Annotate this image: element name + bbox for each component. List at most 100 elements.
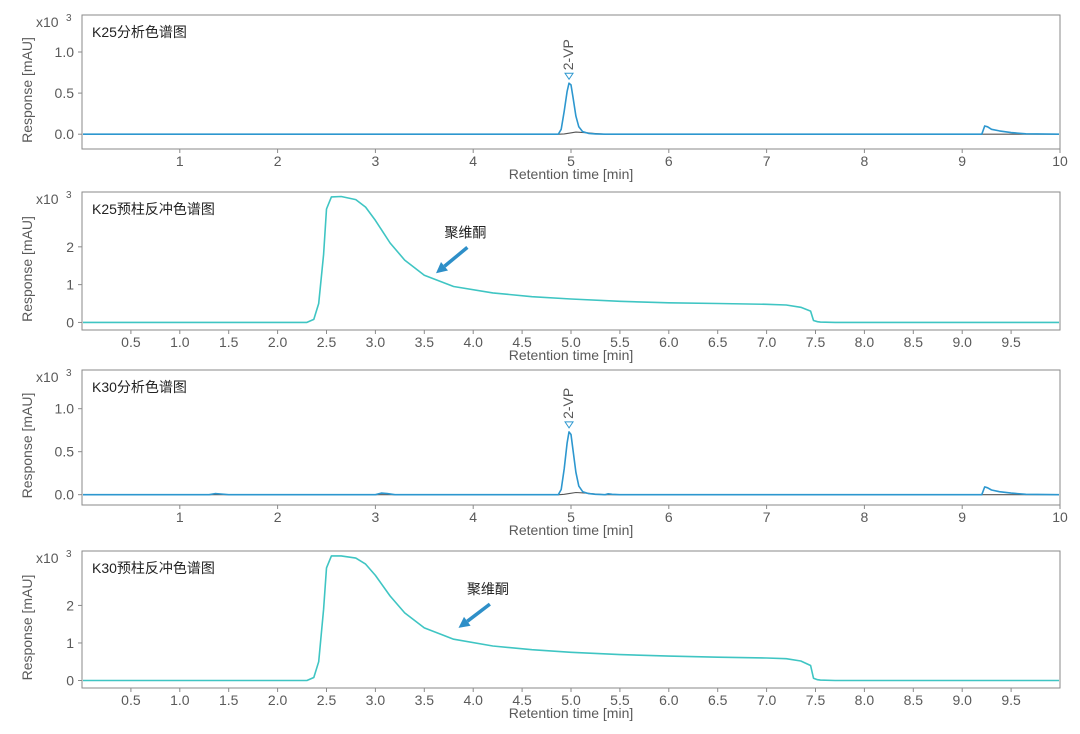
panel-label: K30预柱反冲色谱图	[92, 560, 215, 576]
x-tick-label: 7.5	[806, 692, 826, 708]
x-tick-label: 7.0	[757, 692, 777, 708]
y-axis-label: Response [mAU]	[19, 216, 35, 322]
x-tick-label: 5	[567, 509, 575, 525]
arrow-shaft	[466, 602, 491, 623]
x-tick-label: 5.5	[610, 692, 630, 708]
y-tick-label: 1.0	[55, 401, 75, 417]
y-axis-label: Response [mAU]	[19, 37, 35, 143]
scale-multiplier: x10	[36, 14, 59, 30]
x-tick-label: 7.5	[806, 334, 826, 350]
scale-exponent: 3	[66, 13, 72, 24]
x-tick-label: 1.0	[170, 692, 190, 708]
x-tick-label: 7.0	[757, 334, 777, 350]
peak-annotation: 聚维酮	[467, 581, 509, 597]
x-tick-label: 6.0	[659, 334, 679, 350]
y-tick-label: 2	[66, 597, 74, 613]
y-tick-label: 2	[66, 239, 74, 255]
x-tick-label: 8.0	[855, 334, 875, 350]
peak-marker-icon	[564, 421, 574, 429]
scale-exponent: 3	[66, 549, 72, 560]
y-tick-label: 0	[66, 314, 74, 330]
x-tick-label: 4.5	[512, 692, 532, 708]
x-tick-label: 3	[372, 509, 380, 525]
x-axis-label: Retention time [min]	[509, 166, 634, 182]
series-line-2	[83, 431, 1059, 496]
scale-multiplier: x10	[36, 369, 59, 385]
scale-exponent: 3	[66, 368, 72, 379]
y-axis-label: Response [mAU]	[19, 393, 35, 499]
x-tick-label: 4	[469, 153, 477, 169]
y-tick-label: 0.0	[55, 126, 75, 142]
y-tick-label: 0.5	[55, 85, 75, 101]
x-tick-label: 5.5	[610, 334, 630, 350]
x-tick-label: 8.5	[904, 334, 924, 350]
x-axis-label: Retention time [min]	[509, 705, 634, 721]
x-tick-label: 8.0	[855, 692, 875, 708]
y-tick-label: 1	[66, 635, 74, 651]
x-tick-label: 9.0	[952, 334, 972, 350]
plot-frame	[81, 191, 1061, 331]
plot-frame	[81, 14, 1061, 150]
x-tick-label: 3.5	[415, 334, 435, 350]
scale-multiplier: x10	[36, 550, 59, 566]
x-tick-label: 6	[665, 509, 673, 525]
x-axis-label: Retention time [min]	[509, 522, 634, 538]
x-tick-label: 9.0	[952, 692, 972, 708]
x-tick-label: 8.5	[904, 692, 924, 708]
y-tick-label: 0.5	[55, 444, 75, 460]
x-tick-label: 1.5	[219, 692, 239, 708]
chart-panel-2: 0 1 2 0.5 1.0 1.5 2.0 2.5 3.0 3.5 4.0 4.5 5.0 5.5 6.0 6…	[19, 190, 1061, 363]
x-tick-label: 4.0	[463, 692, 483, 708]
x-tick-label: 4.0	[463, 334, 483, 350]
peak-annotation: 2-VP	[560, 388, 576, 419]
x-tick-label: 2.0	[268, 692, 288, 708]
chart-panel-3: 0.0 0.5 1.0 1 2 3 4 5 6 7 8 9 10 Retention time [min]…	[19, 368, 1068, 538]
y-tick-label: 1	[66, 277, 74, 293]
x-tick-label: 1	[176, 153, 184, 169]
chart-panel-4: 0 1 2 0.5 1.0 1.5 2.0 2.5 3.0 3.5 4.0 4.5 5.0 5.5 6.0 6…	[19, 549, 1061, 721]
x-tick-label: 8	[861, 509, 869, 525]
y-tick-label: 0.0	[55, 487, 75, 503]
x-tick-label: 4	[469, 509, 477, 525]
y-tick-label: 0	[66, 672, 74, 688]
arrow-head-icon	[436, 262, 448, 274]
panel-label: K25分析色谱图	[92, 24, 187, 40]
arrow-head-icon	[458, 616, 471, 628]
x-tick-label: 3.5	[415, 692, 435, 708]
peak-marker-icon	[564, 72, 574, 81]
series-line-2	[83, 82, 1059, 135]
x-tick-label: 2.5	[317, 692, 337, 708]
scale-multiplier: x10	[36, 191, 59, 207]
x-tick-label: 3	[372, 153, 380, 169]
x-tick-label: 7	[763, 153, 771, 169]
peak-annotation: 2-VP	[560, 39, 576, 70]
x-tick-label: 2	[274, 153, 282, 169]
x-tick-label: 2	[274, 509, 282, 525]
x-tick-label: 5.0	[561, 334, 581, 350]
series-line-1	[83, 195, 1059, 324]
x-tick-label: 9	[958, 509, 966, 525]
x-tick-label: 1.0	[170, 334, 190, 350]
x-tick-label: 9.5	[1001, 334, 1021, 350]
x-tick-label: 6.5	[708, 334, 728, 350]
scale-exponent: 3	[66, 190, 72, 201]
x-tick-label: 3.0	[366, 334, 386, 350]
x-tick-label: 6	[665, 153, 673, 169]
x-tick-label: 1	[176, 509, 184, 525]
arrow-shaft	[443, 246, 469, 268]
x-tick-label: 5	[567, 153, 575, 169]
x-tick-label: 10	[1052, 153, 1068, 169]
x-tick-label: 0.5	[121, 692, 141, 708]
x-tick-label: 3.0	[366, 692, 386, 708]
x-tick-label: 2.0	[268, 334, 288, 350]
x-tick-label: 1.5	[219, 334, 239, 350]
x-tick-label: 9	[958, 153, 966, 169]
panel-label: K25预柱反冲色谱图	[92, 201, 215, 217]
chart-panel-1: 0.0 0.5 1.0 1 2 3 4 5 6 7 8 9 10 Retention time [min]…	[19, 13, 1068, 182]
x-tick-label: 5.0	[561, 692, 581, 708]
panel-label: K30分析色谱图	[92, 379, 187, 395]
y-axis-label: Response [mAU]	[19, 575, 35, 681]
series-line-1	[83, 555, 1059, 682]
x-tick-label: 9.5	[1001, 692, 1021, 708]
